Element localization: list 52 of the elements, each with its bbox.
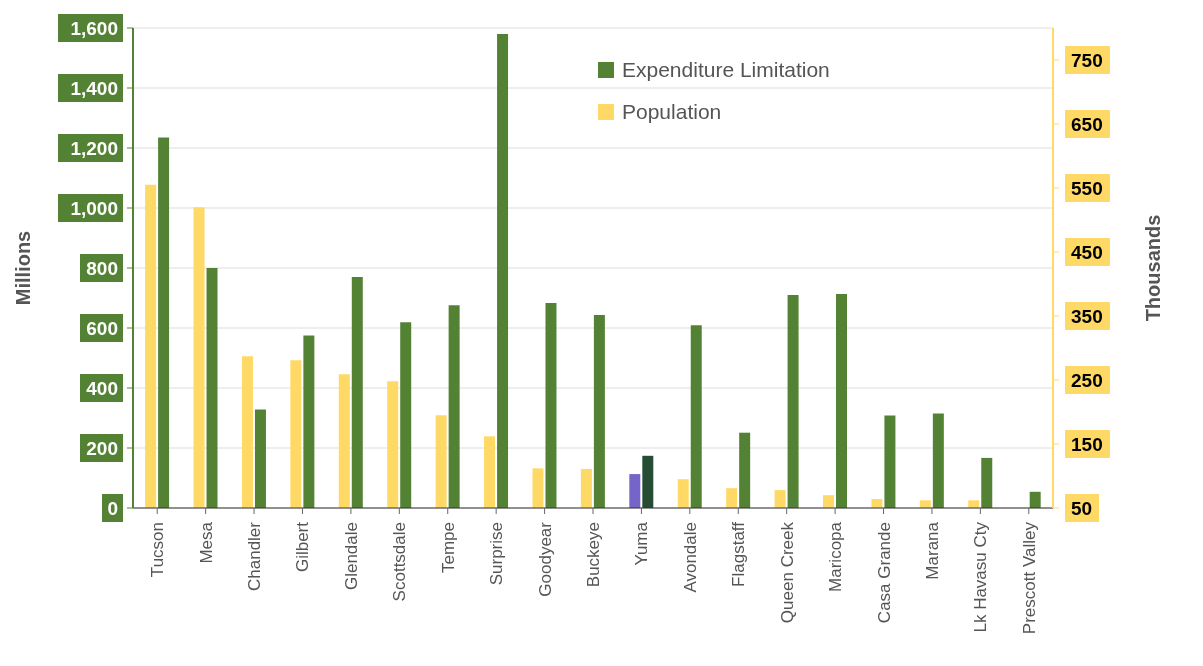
legend-label: Expenditure Limitation: [622, 58, 830, 82]
x-tick-label: Mesa: [196, 521, 216, 564]
x-tick-label: Flagstaff: [729, 521, 749, 587]
x-tick-label: Casa Grande: [874, 522, 894, 624]
x-tick-label: Glendale: [341, 522, 361, 591]
x-tick-label: Scottsdale: [390, 522, 410, 602]
y-tick-label: 1,400: [70, 77, 118, 99]
bar: [690, 325, 702, 508]
bar: [593, 315, 605, 508]
y2-tick-label: 150: [1071, 433, 1103, 455]
x-tick-label: Avondale: [680, 522, 700, 593]
bar: [884, 415, 896, 508]
bar: [1029, 491, 1041, 508]
x-tick-label: Tempe: [438, 522, 458, 574]
y-tick-label: 1,000: [70, 197, 118, 219]
bar: [836, 294, 847, 508]
x-tick-label: Tucson: [148, 522, 168, 578]
x-tick-label: Maricopa: [826, 521, 846, 592]
x-tick-label: Marana: [922, 521, 942, 580]
x-tick-label: Prescott Valley: [1019, 521, 1039, 635]
y-tick-label: 600: [86, 317, 118, 339]
x-tick-label: Chandler: [245, 521, 265, 591]
y-tick-label: 0: [107, 497, 118, 519]
bar: [739, 432, 751, 508]
y2-tick-label: 50: [1071, 497, 1093, 519]
y-tick-label: 200: [86, 437, 118, 459]
y2-tick-label: 650: [1071, 113, 1103, 135]
y-tick-label: 1,200: [70, 137, 118, 159]
bar: [981, 457, 993, 508]
legend-label: Population: [622, 100, 722, 124]
y-axis-title: Millions: [12, 230, 35, 306]
y2-tick-label: 750: [1071, 49, 1103, 71]
x-tick-label: Queen Creek: [777, 521, 797, 624]
y-tick-label: 400: [86, 377, 118, 399]
y2-tick-label: 550: [1071, 177, 1103, 199]
x-tick-label: Gilbert: [293, 521, 313, 573]
x-tick-label: Yuma: [632, 521, 652, 566]
bar: [497, 34, 509, 508]
y2-tick-label: 350: [1071, 305, 1103, 327]
y2-axis-title: Thousands: [1142, 214, 1165, 322]
bar: [932, 413, 944, 508]
y-tick-label: 800: [86, 257, 118, 279]
y2-tick-label: 250: [1071, 369, 1103, 391]
bar: [448, 305, 460, 508]
bar: [545, 303, 557, 508]
x-tick-label: Lk Havasu Cty: [971, 521, 991, 633]
bar: [787, 295, 799, 508]
x-tick-label: Buckeye: [584, 522, 603, 588]
y-tick-label: 1,600: [70, 17, 118, 39]
x-tick-label: Surprise: [487, 522, 507, 586]
y2-tick-label: 450: [1071, 241, 1103, 263]
x-tick-label: Goodyear: [535, 521, 555, 597]
